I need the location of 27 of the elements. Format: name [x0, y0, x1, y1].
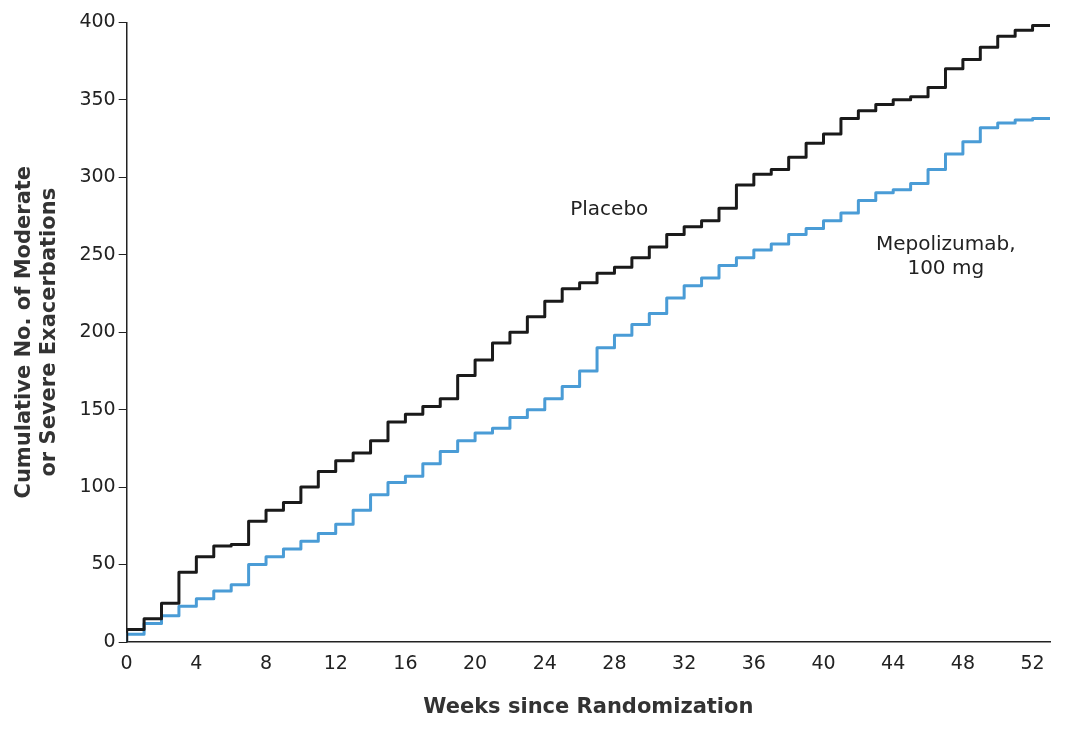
y-tick-label: 0: [103, 628, 116, 651]
y-axis-title: Cumulative No. of Moderate or Severe Exacerbations: [11, 165, 61, 499]
y-tick-label: 300: [79, 164, 116, 187]
y-tick-label: 350: [79, 86, 116, 109]
x-tick-label: 4: [190, 651, 203, 674]
x-tick-label: 28: [602, 651, 627, 674]
x-tick-label: 44: [881, 651, 906, 674]
x-tick-label: 48: [950, 651, 975, 674]
x-tick-label: 20: [463, 651, 488, 674]
series-label: Placebo: [570, 195, 649, 220]
x-axis-title: Weeks since Randomization: [423, 693, 754, 718]
x-tick-label: 52: [1020, 651, 1045, 674]
y-tick-label: 100: [79, 474, 116, 497]
x-tick-label: 24: [532, 651, 557, 674]
x-tick-label: 0: [120, 651, 133, 674]
x-tick-label: 40: [811, 651, 836, 674]
series-label: Mepolizumab, 100 mg: [875, 230, 1016, 279]
x-tick-label: 32: [672, 651, 697, 674]
y-tick-label: 200: [79, 319, 116, 342]
x-tick-label: 12: [323, 651, 348, 674]
y-tick-label: 400: [79, 9, 116, 32]
y-tick-label: 150: [79, 396, 116, 419]
y-tick-label: 250: [79, 241, 116, 264]
y-tick-label: 50: [91, 551, 116, 574]
x-tick-label: 8: [259, 651, 273, 674]
x-tick-label: 36: [741, 651, 766, 674]
x-tick-label: 16: [393, 651, 418, 674]
